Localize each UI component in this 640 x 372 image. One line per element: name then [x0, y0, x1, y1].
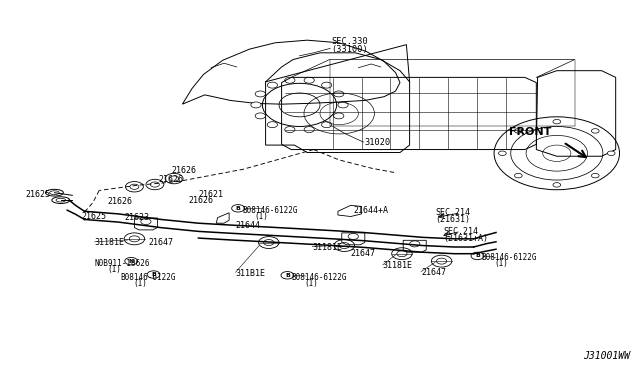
Text: (1): (1) [494, 259, 508, 268]
Circle shape [304, 126, 314, 132]
Circle shape [285, 77, 295, 83]
Text: N0B911-10626: N0B911-10626 [95, 259, 150, 268]
Circle shape [338, 102, 348, 108]
Circle shape [591, 129, 599, 133]
Text: FRONT: FRONT [509, 127, 552, 137]
Text: 21647: 21647 [351, 249, 376, 258]
Text: 21626: 21626 [189, 196, 214, 205]
Circle shape [321, 122, 332, 128]
Text: B: B [475, 253, 480, 259]
Text: (21631+A): (21631+A) [443, 234, 488, 243]
Text: 21626: 21626 [159, 175, 184, 184]
Text: SEC.330: SEC.330 [332, 37, 368, 46]
Text: 31181E: 31181E [383, 262, 413, 270]
Text: B08146-6122G: B08146-6122G [242, 206, 298, 215]
Circle shape [553, 183, 561, 187]
Text: 21621: 21621 [198, 190, 223, 199]
Text: SEC.214: SEC.214 [443, 227, 478, 236]
Text: 21626: 21626 [172, 166, 196, 175]
Text: (1): (1) [133, 279, 147, 288]
Text: (33100): (33100) [332, 45, 368, 54]
Circle shape [333, 113, 344, 119]
Text: B08146-6122G: B08146-6122G [120, 273, 176, 282]
Text: 21626: 21626 [108, 197, 132, 206]
Text: 31181E: 31181E [312, 243, 342, 252]
Text: (1): (1) [304, 279, 318, 288]
Circle shape [321, 82, 332, 88]
Text: N: N [129, 259, 134, 264]
Circle shape [591, 173, 599, 178]
Circle shape [268, 82, 278, 88]
Text: 31020: 31020 [365, 138, 391, 147]
Text: B08146-6122G: B08146-6122G [291, 273, 347, 282]
Circle shape [607, 151, 615, 155]
Text: 21647: 21647 [148, 238, 173, 247]
Circle shape [333, 91, 344, 97]
Text: 21625: 21625 [26, 190, 51, 199]
Circle shape [553, 119, 561, 124]
Text: 21647: 21647 [421, 268, 446, 277]
Circle shape [255, 113, 266, 119]
Text: B: B [236, 206, 241, 211]
Circle shape [285, 126, 295, 132]
Circle shape [515, 173, 522, 178]
Text: 21644: 21644 [236, 221, 260, 230]
Text: 31181E: 31181E [95, 238, 125, 247]
Text: B: B [285, 273, 290, 278]
Circle shape [304, 77, 314, 83]
Text: 21623: 21623 [125, 213, 150, 222]
Text: 21625: 21625 [82, 212, 107, 221]
Text: B08146-6122G: B08146-6122G [481, 253, 537, 262]
Text: J31001WW: J31001WW [584, 351, 630, 361]
Circle shape [499, 151, 506, 155]
Text: (1): (1) [108, 265, 122, 274]
Text: 311B1E: 311B1E [236, 269, 266, 278]
Text: (21631): (21631) [435, 215, 470, 224]
Text: 21644+A: 21644+A [353, 206, 388, 215]
Text: (1): (1) [255, 212, 269, 221]
Circle shape [255, 91, 266, 97]
Circle shape [251, 102, 261, 108]
Text: SEC.214: SEC.214 [435, 208, 470, 217]
Circle shape [515, 129, 522, 133]
Text: B: B [151, 272, 156, 277]
Circle shape [268, 122, 278, 128]
